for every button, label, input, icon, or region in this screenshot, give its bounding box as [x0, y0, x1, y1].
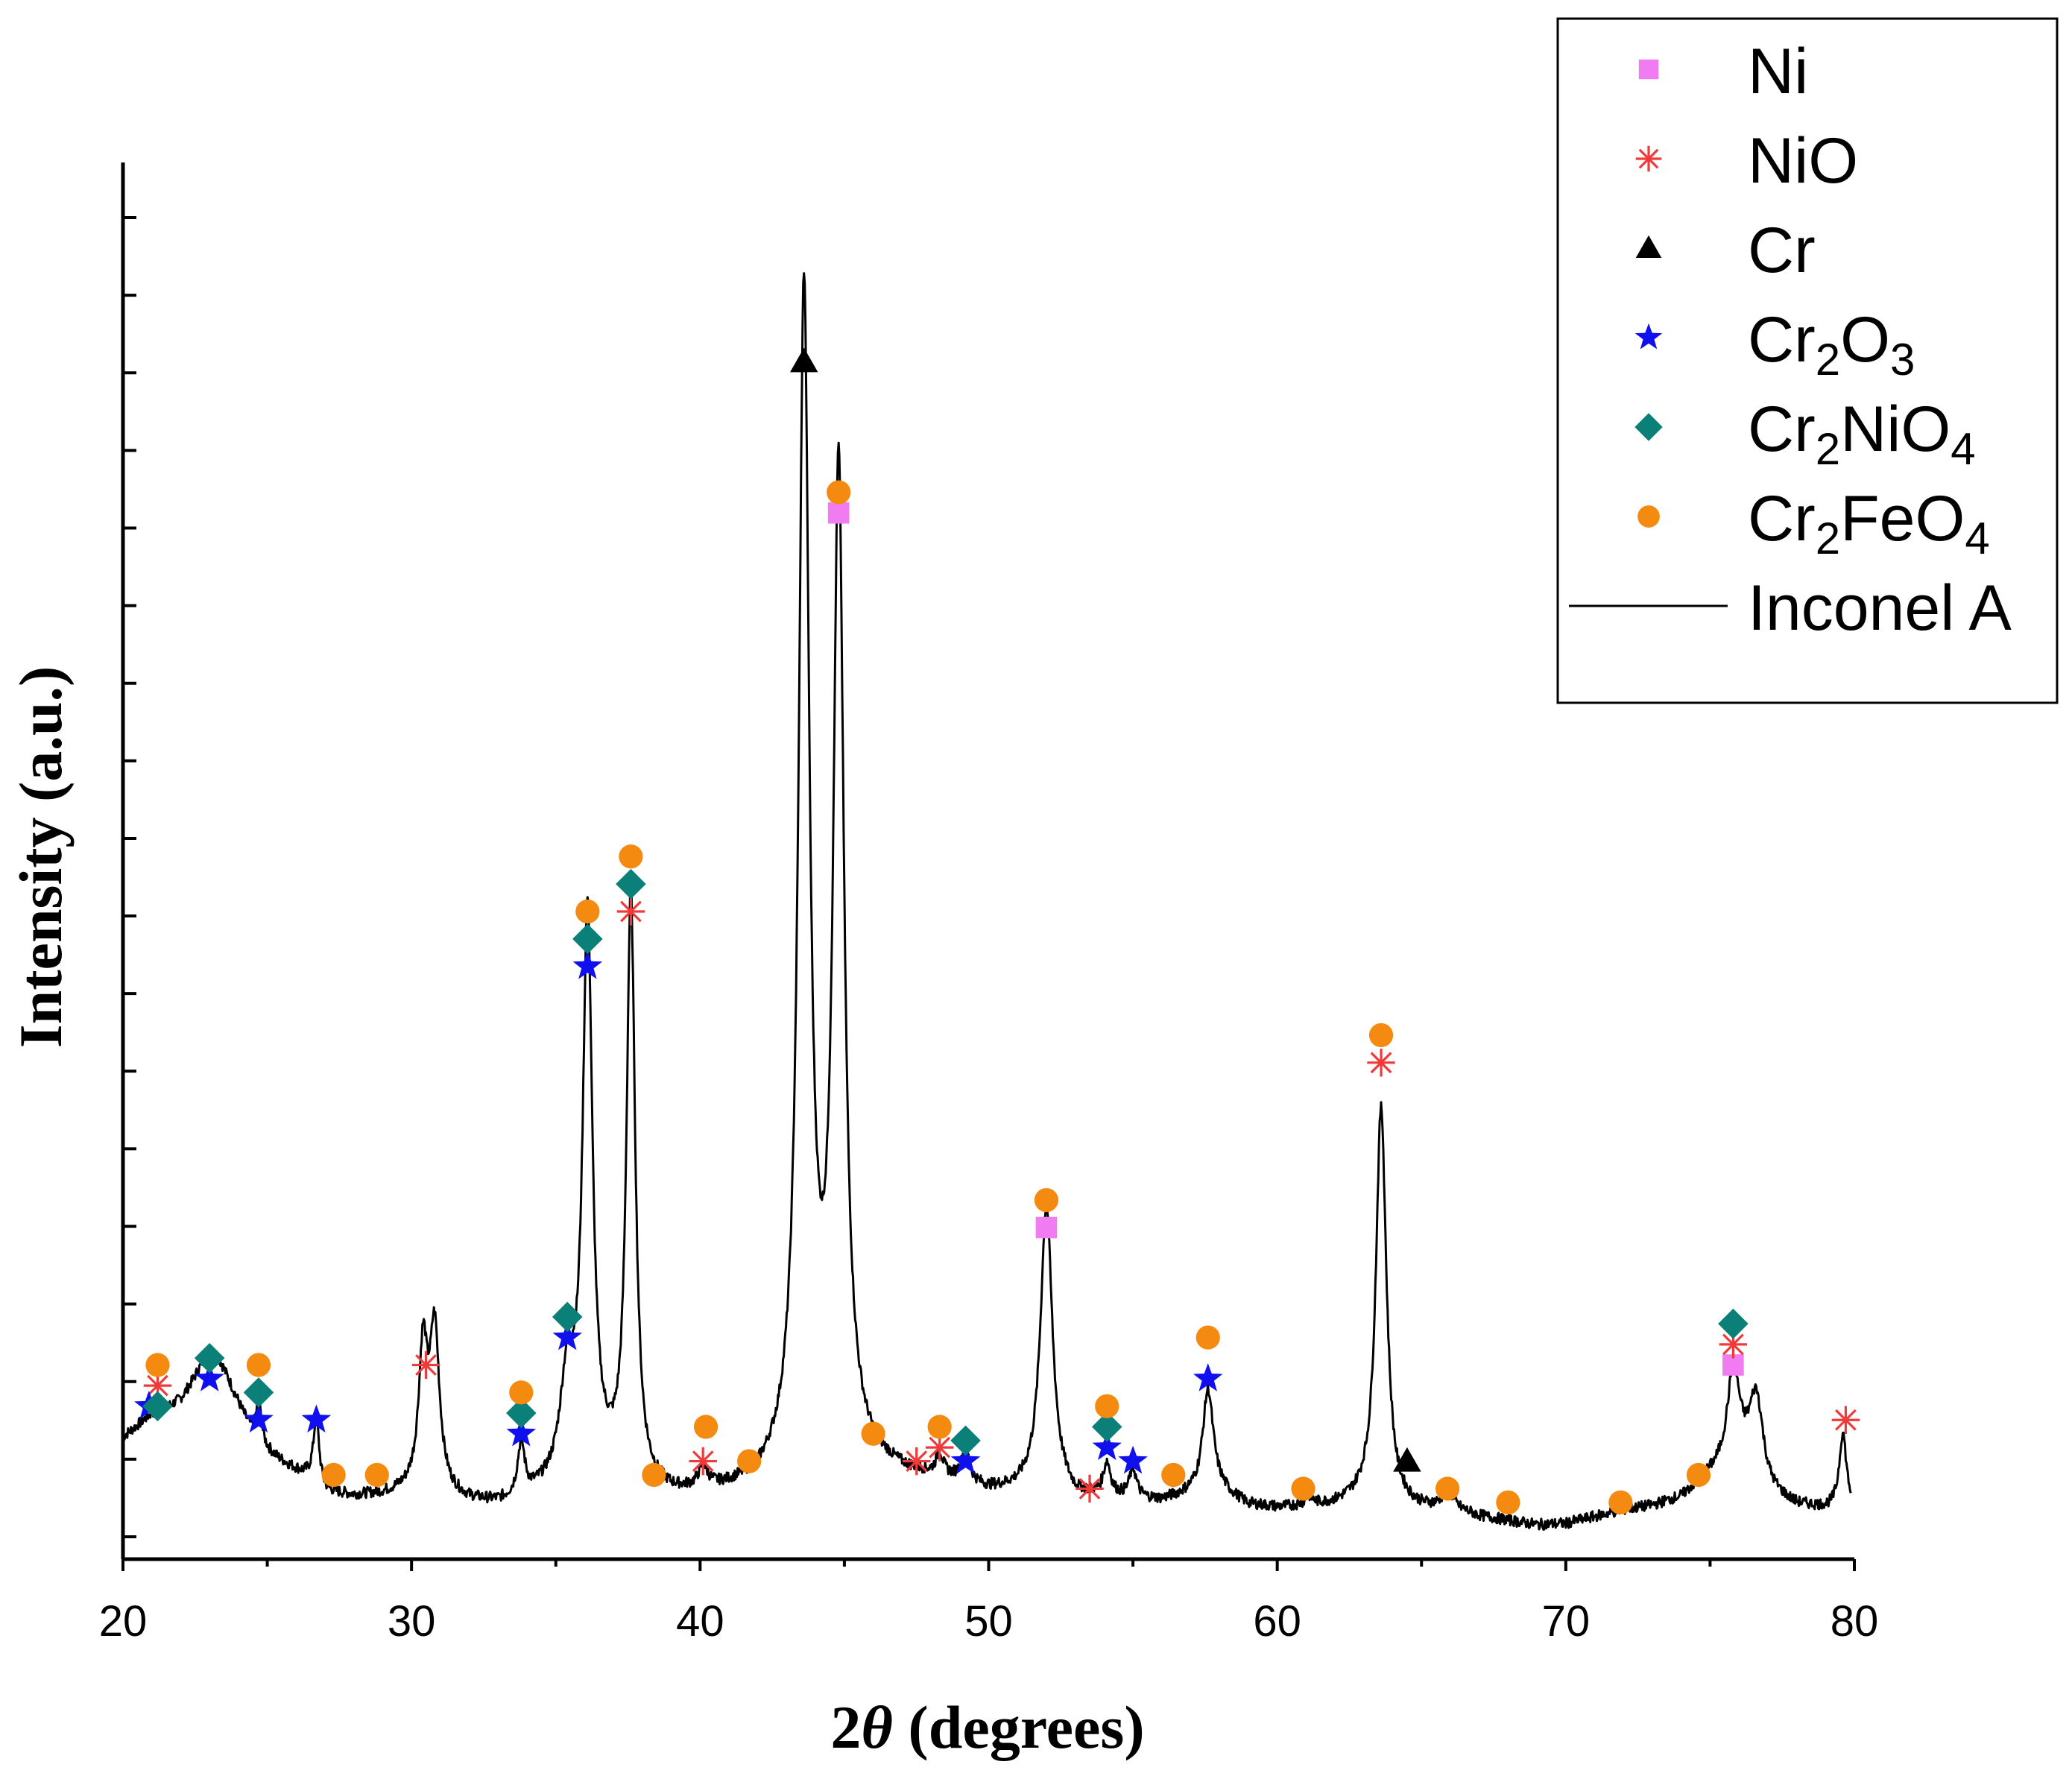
marker-cr2feo4	[364, 1462, 389, 1488]
marker-cr2feo4	[1291, 1476, 1315, 1501]
marker-cr2nio4	[1091, 1412, 1122, 1442]
marker-cr2o3	[1193, 1363, 1223, 1391]
legend-label: Ni	[1748, 36, 1808, 107]
marker-cr2feo4	[1095, 1394, 1119, 1418]
x-tick-label: 80	[1831, 1597, 1879, 1646]
x-tick-label: 30	[388, 1597, 436, 1646]
x-ticks: 20 30 40 50 60 70 80	[99, 1559, 1879, 1646]
marker-cr2feo4	[827, 480, 851, 505]
legend-marker-cr	[1635, 235, 1662, 258]
plot-area	[121, 272, 1860, 1531]
marker-nio	[411, 1350, 440, 1380]
marker-cr2feo4	[246, 1353, 271, 1377]
y-ticks	[123, 216, 136, 1538]
marker-nio	[1831, 1406, 1860, 1434]
marker-cr2nio4	[194, 1343, 225, 1374]
y-axis-title: Intensity (a.u.)	[7, 666, 75, 1049]
legend-item-inconel-a: Inconel A	[1569, 572, 2012, 644]
legend-item-cr2o3: Cr2O3	[1634, 304, 1915, 385]
marker-cr2feo4	[1195, 1325, 1220, 1350]
legend: Ni NiO Cr Cr2O3 Cr2NiO4 Cr2FeO4 Inconel A	[1556, 17, 2059, 704]
marker-cr2feo4	[145, 1353, 170, 1377]
marker-nio	[1076, 1474, 1104, 1503]
marker-nio	[143, 1371, 172, 1400]
marker-cr2feo4	[1161, 1462, 1186, 1488]
marker-cr2feo4	[1496, 1490, 1520, 1515]
spectrum-line	[121, 272, 1852, 1531]
marker-cr2nio4	[506, 1397, 537, 1429]
legend-label: NiO	[1748, 125, 1858, 197]
marker-cr2feo4	[575, 899, 600, 924]
marker-cr2o3	[244, 1404, 274, 1433]
marker-ni	[827, 502, 850, 524]
marker-cr2feo4	[737, 1449, 762, 1473]
marker-cr2feo4	[1608, 1490, 1633, 1515]
legend-label: Inconel A	[1748, 572, 2012, 644]
marker-cr2feo4	[1435, 1476, 1460, 1501]
legend-item-cr: Cr	[1635, 215, 1816, 286]
legend-marker-ni	[1638, 59, 1659, 80]
x-tick-label: 70	[1542, 1597, 1591, 1646]
marker-cr2nio4	[950, 1425, 981, 1456]
marker-cr2feo4	[927, 1415, 952, 1439]
marker-cr2feo4	[619, 844, 643, 869]
marker-cr	[789, 347, 818, 373]
marker-nio	[925, 1433, 954, 1462]
marker-cr2nio4	[1718, 1308, 1749, 1339]
legend-label: Cr2O3	[1748, 304, 1915, 385]
legend-box	[1556, 17, 2059, 704]
legend-label: Cr	[1748, 215, 1816, 286]
marker-nio	[1719, 1330, 1748, 1359]
marker-cr2nio4	[616, 868, 646, 900]
legend-item-cr2feo4: Cr2FeO4	[1637, 483, 1990, 563]
marker-cr2feo4	[693, 1415, 718, 1439]
marker-cr2feo4	[509, 1380, 534, 1405]
legend-marker-cr2nio4	[1634, 413, 1663, 441]
marker-cr2nio4	[243, 1377, 274, 1408]
legend-marker-cr2o3	[1634, 323, 1663, 350]
phase-markers	[134, 347, 1860, 1515]
marker-cr2o3	[572, 950, 603, 979]
marker-cr2feo4	[1034, 1188, 1059, 1213]
marker-cr2o3	[301, 1404, 332, 1433]
x-tick-label: 40	[676, 1597, 724, 1646]
marker-nio	[902, 1447, 931, 1476]
legend-item-ni: Ni	[1638, 36, 1808, 107]
marker-cr2o3	[1118, 1445, 1148, 1474]
x-tick-label: 20	[99, 1597, 148, 1646]
marker-cr2feo4	[861, 1421, 885, 1446]
legend-marker-cr2feo4	[1637, 505, 1660, 528]
legend-label: Cr2NiO4	[1748, 394, 1976, 474]
marker-cr2o3	[950, 1445, 981, 1474]
x-tick-label: 60	[1253, 1597, 1301, 1646]
marker-nio	[1367, 1049, 1395, 1077]
marker-nio	[689, 1447, 717, 1476]
marker-nio	[616, 897, 645, 926]
x-axis-title: 2θ (degrees)	[830, 1693, 1144, 1761]
marker-cr2feo4	[1686, 1462, 1711, 1488]
marker-cr2feo4	[321, 1462, 346, 1488]
marker-cr2feo4	[1368, 1023, 1394, 1048]
legend-marker-nio	[1635, 145, 1662, 172]
marker-cr2o3	[1092, 1432, 1122, 1460]
marker-cr2nio4	[142, 1391, 173, 1422]
marker-cr2o3	[506, 1418, 537, 1447]
marker-cr2o3	[195, 1363, 224, 1391]
x-tick-label: 50	[964, 1597, 1013, 1646]
marker-cr2feo4	[642, 1462, 666, 1488]
marker-cr2nio4	[572, 923, 603, 955]
legend-label: Cr2FeO4	[1748, 483, 1990, 563]
marker-ni	[1035, 1216, 1058, 1239]
legend-item-nio: NiO	[1635, 125, 1858, 197]
legend-item-cr2nio4: Cr2NiO4	[1634, 394, 1976, 474]
marker-cr	[1393, 1447, 1421, 1472]
marker-cr2o3	[552, 1321, 582, 1350]
marker-cr2nio4	[552, 1301, 583, 1333]
